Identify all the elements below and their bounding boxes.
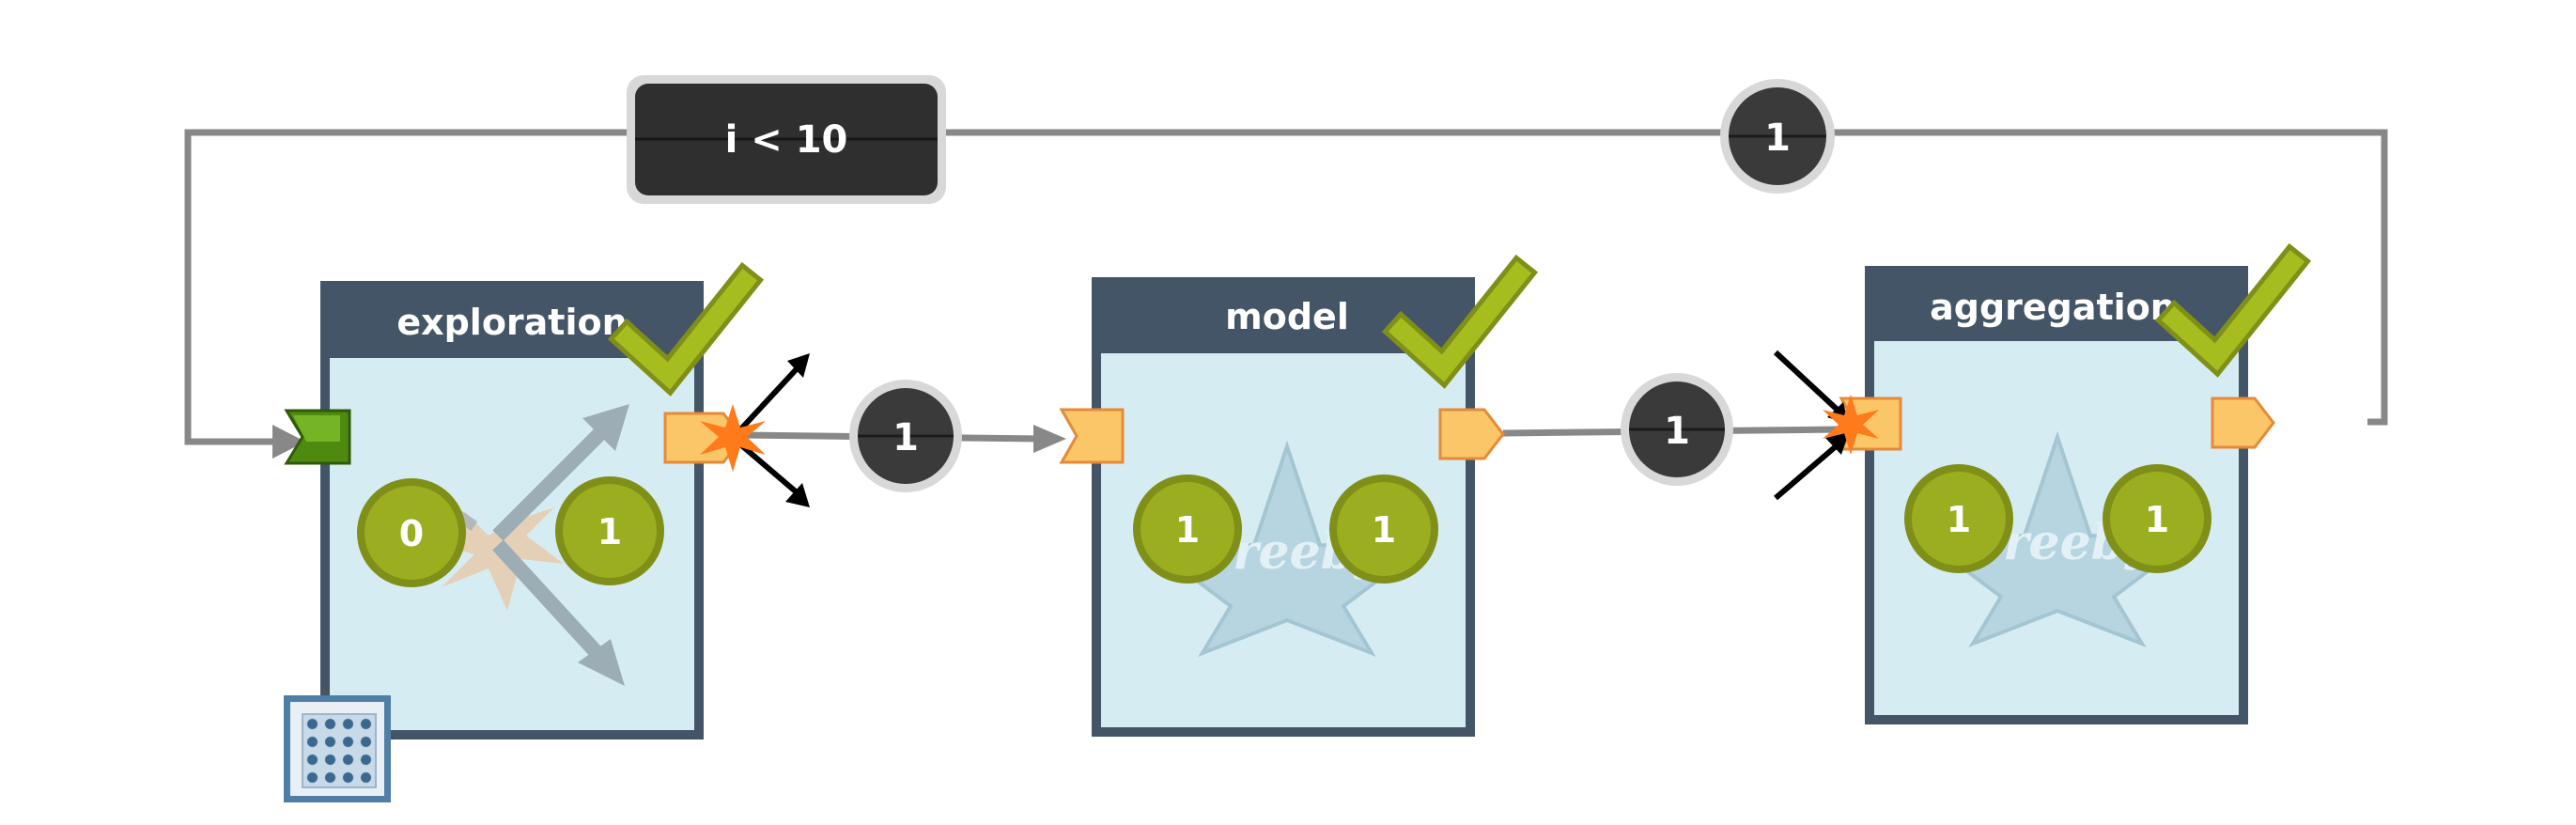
node-exploration[interactable]: exploration 0 1 (284, 281, 810, 739)
explode-arrows-icon (414, 404, 629, 686)
node-aggregation[interactable]: aggregation Greeby 1 1 (1773, 266, 2275, 724)
node-model-title: model (1225, 296, 1349, 337)
node-exploration-input-port[interactable] (284, 409, 351, 465)
edge-model-aggregation-badge: 1 (1621, 373, 1733, 486)
loop-condition[interactable]: i < 10 (627, 75, 946, 204)
node-exploration-counter-1: 1 (555, 476, 664, 585)
node-model[interactable]: model Greeby 1 1 (1059, 277, 1505, 737)
grid-tool-icon[interactable] (284, 695, 391, 802)
edge-model-aggregation-count: 1 (1664, 410, 1690, 453)
svg-text:1: 1 (2145, 499, 2169, 540)
loop-connection[interactable] (184, 129, 2388, 459)
svg-text:1: 1 (1175, 509, 1200, 551)
svg-text:0: 0 (399, 513, 424, 554)
node-exploration-status-check-icon (607, 261, 765, 397)
node-aggregation-status-check-icon (2154, 242, 2312, 378)
split-marker-icon (700, 353, 810, 507)
node-aggregation-counter-0: 1 (1904, 464, 2013, 573)
svg-text:1: 1 (1372, 509, 1396, 551)
loop-counter-value: 1 (1764, 117, 1791, 160)
node-model-output-port[interactable] (1438, 408, 1505, 460)
node-exploration-title: exploration (396, 302, 627, 343)
node-exploration-counter-0: 0 (357, 478, 466, 587)
node-aggregation-output-port[interactable] (2211, 397, 2275, 449)
node-aggregation-counter-1: 1 (2103, 464, 2211, 573)
loop-counter-badge: 1 (1720, 79, 1835, 194)
node-model-counter-1: 1 (1329, 475, 1438, 584)
node-model-counter-0: 1 (1133, 475, 1242, 584)
edge-exploration-model-badge: 1 (849, 380, 962, 492)
svg-text:1: 1 (1947, 499, 1971, 540)
node-model-input-port[interactable] (1059, 408, 1125, 464)
merge-marker-icon (1773, 350, 1879, 501)
grid-tool-icon-pattern (302, 713, 377, 788)
node-aggregation-title: aggregation (1930, 287, 2176, 328)
edge-exploration-model-count: 1 (892, 416, 919, 459)
loop-condition-label: i < 10 (725, 118, 848, 162)
svg-text:1: 1 (597, 511, 622, 553)
node-model-status-check-icon (1381, 254, 1539, 389)
